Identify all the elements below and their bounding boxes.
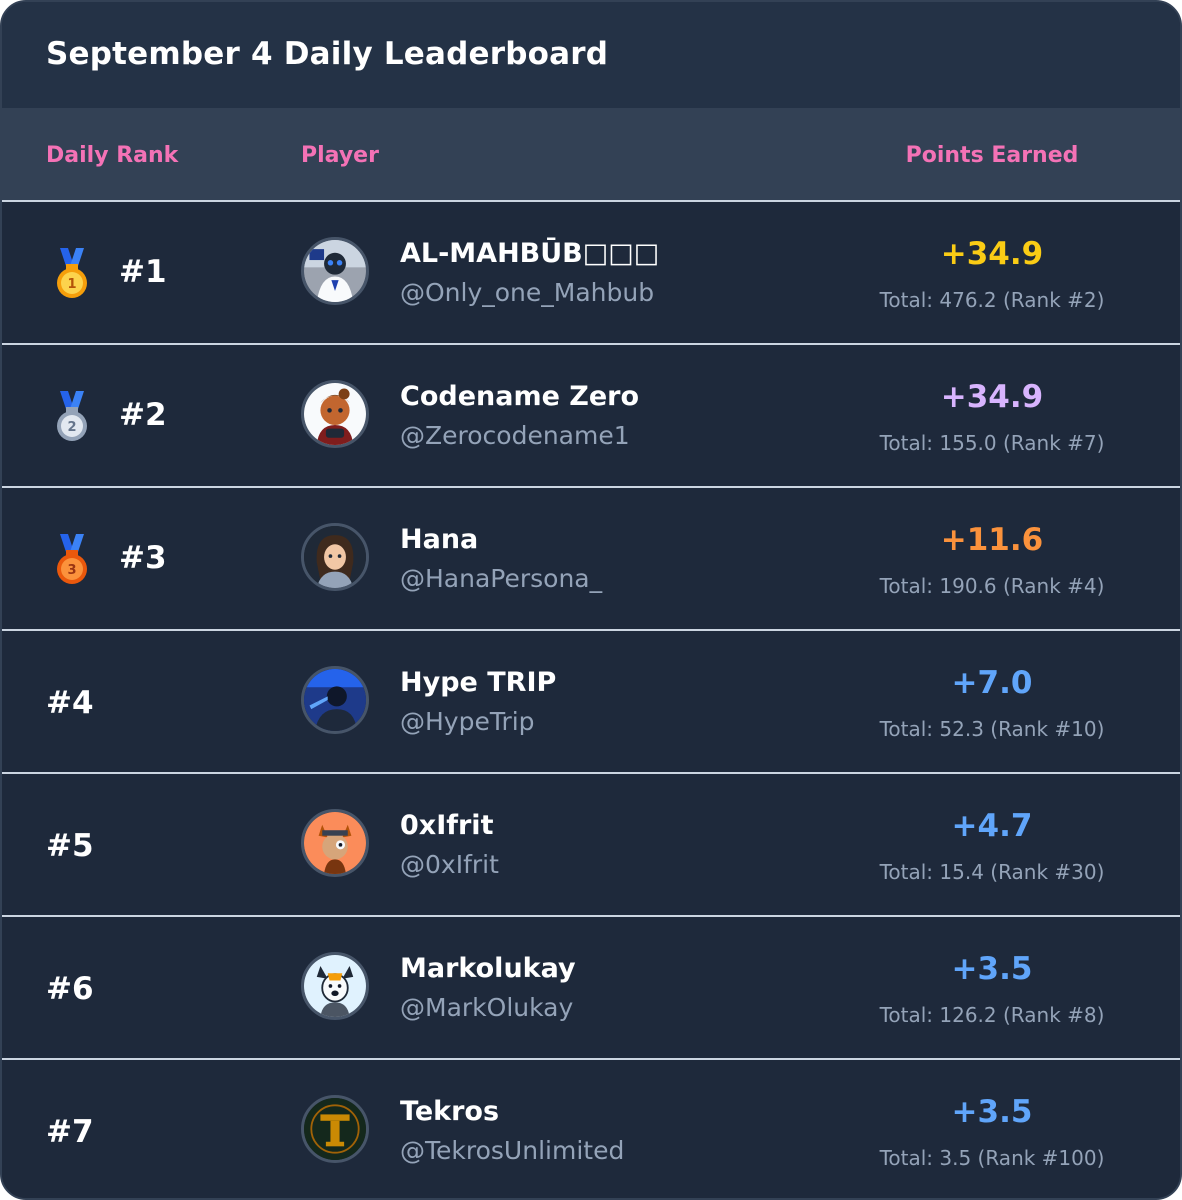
player-name[interactable]: Hana [400,524,479,555]
player-name[interactable]: 0xIfrit [400,810,494,841]
header-points-earned[interactable]: Points Earned [905,143,1079,168]
table-row[interactable]: 2 #2 Codename Zero @Zerocodename1 +34.9 … [2,345,1180,488]
player-handle[interactable]: @Only_one_Mahbub [400,278,655,307]
avatar[interactable] [301,1095,369,1163]
table-row[interactable]: 1 #1 AL-MAHBŪB□□□ @Only_one_Mahbub +34.9… [2,202,1180,345]
table-row[interactable]: 3 #3 Hana @HanaPersona_ +11.6 Total: 190… [2,488,1180,631]
header-daily-rank[interactable]: Daily Rank [46,143,179,168]
page-title: September 4 Daily Leaderboard [46,36,609,72]
rank-label: #3 [119,540,167,576]
points-total: Total: 52.3 (Rank #10) [879,717,1105,741]
player-handle[interactable]: @MarkOlukay [400,993,574,1022]
avatar[interactable] [301,380,369,448]
player-name[interactable]: AL-MAHBŪB□□□ [400,238,660,269]
header-player[interactable]: Player [301,143,379,168]
svg-text:1: 1 [67,277,76,292]
svg-text:2: 2 [67,420,76,435]
bronze-medal-icon: 3 [57,534,87,584]
avatar[interactable] [301,237,369,305]
points-total: Total: 15.4 (Rank #30) [879,860,1105,884]
points-total: Total: 155.0 (Rank #7) [879,431,1105,455]
rank-label: #2 [119,397,167,433]
table-row[interactable]: #7 Tekros @TekrosUnlimited +3.5 Total: 3… [2,1060,1180,1198]
points-total: Total: 3.5 (Rank #100) [879,1146,1105,1170]
avatar[interactable] [301,666,369,734]
player-name[interactable]: Markolukay [400,953,576,984]
points-earned: +34.9 [940,379,1044,415]
points-earned: +3.5 [951,951,1033,987]
gold-medal-icon: 1 [57,248,87,298]
points-earned: +4.7 [951,808,1033,844]
avatar[interactable] [301,523,369,591]
table-row[interactable]: #4 Hype TRIP @HypeTrip +7.0 Total: 52.3 … [2,631,1180,774]
player-name[interactable]: Tekros [400,1096,500,1127]
player-handle[interactable]: @HanaPersona_ [400,564,603,593]
rank-label: #5 [46,828,94,864]
points-earned: +3.5 [951,1094,1033,1130]
rank-label: #7 [46,1114,94,1150]
table-row[interactable]: #6 Markolukay @MarkOlukay +3.5 Total: 12… [2,917,1180,1060]
player-handle[interactable]: @Zerocodename1 [400,421,630,450]
points-total: Total: 476.2 (Rank #2) [879,288,1105,312]
rank-label: #4 [46,685,94,721]
player-name[interactable]: Hype TRIP [400,667,557,698]
table-header: Daily Rank Player Points Earned [2,108,1180,202]
rank-label: #1 [119,254,167,290]
silver-medal-icon: 2 [57,391,87,441]
points-earned: +7.0 [951,665,1033,701]
table-row[interactable]: #5 0xIfrit @0xIfrit +4.7 Total: 15.4 (Ra… [2,774,1180,917]
player-handle[interactable]: @TekrosUnlimited [400,1136,625,1165]
player-name[interactable]: Codename Zero [400,381,640,412]
points-earned: +11.6 [940,522,1044,558]
svg-text:3: 3 [67,563,76,578]
rank-label: #6 [46,971,94,1007]
player-handle[interactable]: @HypeTrip [400,707,535,736]
avatar[interactable] [301,809,369,877]
points-earned: +34.9 [940,236,1044,272]
points-total: Total: 190.6 (Rank #4) [879,574,1105,598]
player-handle[interactable]: @0xIfrit [400,850,499,879]
avatar[interactable] [301,952,369,1020]
title-bar: September 4 Daily Leaderboard [2,2,1180,108]
points-total: Total: 126.2 (Rank #8) [879,1003,1105,1027]
